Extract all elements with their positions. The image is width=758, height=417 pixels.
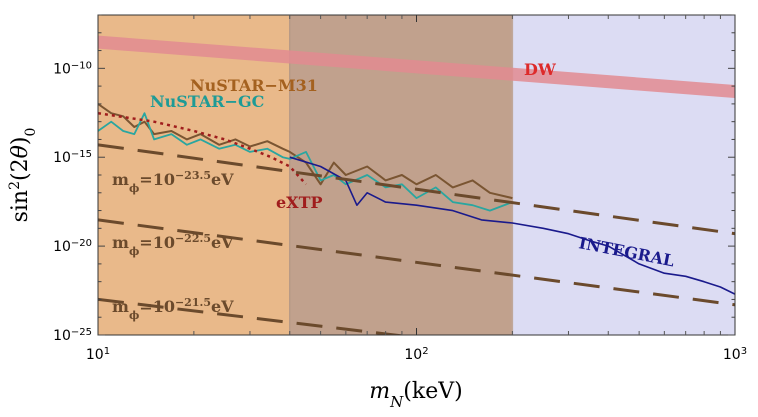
guide-line-2 [98,218,735,307]
mass-label-1: mϕ=10−23.5eV [112,169,234,195]
guide-lines [98,143,735,335]
series-integral [289,156,735,295]
x-axis-title: mN(keV) [369,379,462,411]
series-dw [98,35,735,98]
mass-label-2: mϕ=10−22.5eV [112,232,234,258]
extp-label: eXTP [276,193,323,212]
mass-labels: mϕ=10−23.5eV mϕ=10−22.5eV mϕ=10−21.5eV [112,169,234,322]
series-nustar-gc [98,112,513,212]
axis-ticks: 101 102 103 10−10 10−15 10−20 10−25 [53,14,747,364]
nustar-m31-label: NuSTAR−M31 [190,76,318,95]
y-tick-label: 10−20 [53,238,92,256]
y-tick-label: 10−25 [53,327,92,345]
dw-label: DW [524,60,557,79]
x-tick-label: 102 [404,346,428,364]
y-tick-label: 10−15 [53,149,92,167]
mass-label-3: mϕ=10−21.5eV [112,296,234,322]
x-tick-label: 101 [86,346,110,364]
y-tick-label: 10−10 [53,60,92,78]
region-integral-band [512,15,735,335]
x-tick-label: 103 [723,346,747,364]
series-layer [98,35,735,295]
region-nustar-m31-flat [98,15,290,335]
y-axis-title: sin2(2θ)0 [7,128,39,223]
series-extp [98,111,307,186]
nustar-gc-label: NuSTAR−GC [150,92,264,111]
guide-line-1 [98,143,735,236]
